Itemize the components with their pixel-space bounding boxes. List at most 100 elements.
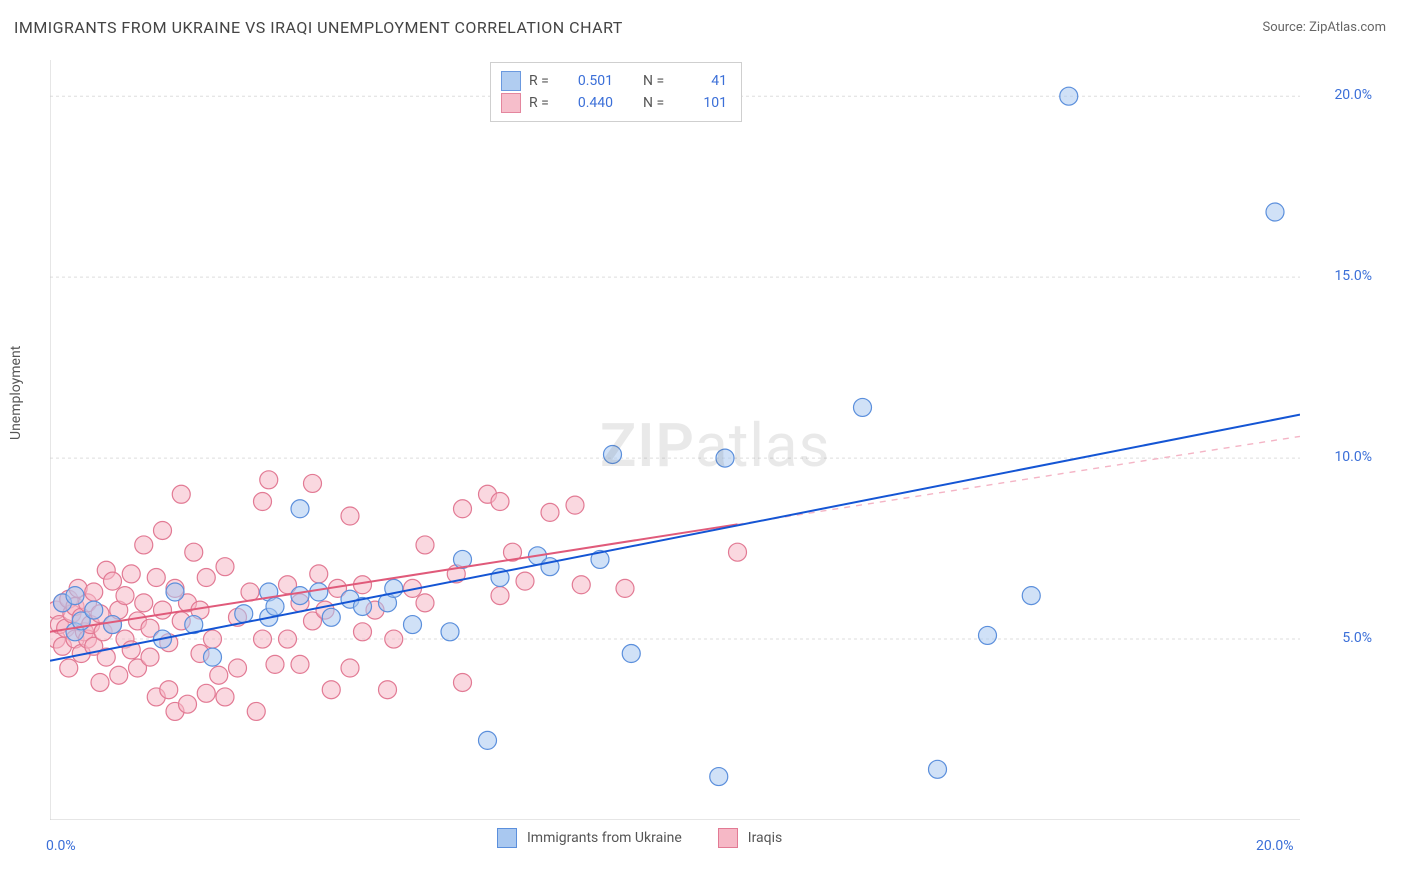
data-point: [379, 681, 397, 699]
chart-svg: [50, 60, 1300, 820]
data-point: [116, 587, 134, 605]
stat-r-label: R =: [529, 73, 557, 89]
data-point: [135, 536, 153, 554]
data-point: [154, 601, 172, 619]
stat-r-value: 0.501: [565, 73, 613, 89]
stat-n-label: N =: [643, 95, 671, 111]
data-point: [310, 583, 328, 601]
data-point: [322, 608, 340, 626]
data-point: [479, 731, 497, 749]
legend-stat-row: R =0.501N =41: [501, 71, 727, 91]
legend-bottom: Immigrants from Ukraine Iraqis: [497, 828, 808, 848]
data-point: [491, 493, 509, 511]
stat-n-value: 101: [679, 95, 727, 111]
source-label: Source: ZipAtlas.com: [1262, 20, 1386, 35]
data-point: [716, 449, 734, 467]
data-point: [91, 673, 109, 691]
data-point: [166, 583, 184, 601]
x-axis-label: 20.0%: [1256, 838, 1294, 854]
legend-stats-box: R =0.501N =41R =0.440N =101: [490, 62, 742, 122]
data-point: [1266, 203, 1284, 221]
legend-series-label: Iraqis: [748, 830, 782, 846]
data-point: [979, 626, 997, 644]
data-point: [197, 684, 215, 702]
data-point: [247, 702, 265, 720]
data-point: [216, 558, 234, 576]
data-point: [135, 594, 153, 612]
data-point: [185, 543, 203, 561]
data-point: [179, 695, 197, 713]
data-point: [204, 648, 222, 666]
data-point: [260, 471, 278, 489]
data-point: [929, 760, 947, 778]
data-point: [197, 569, 215, 587]
data-point: [266, 597, 284, 615]
legend-series-label: Immigrants from Ukraine: [527, 830, 682, 846]
data-point: [85, 601, 103, 619]
y-axis-label: 15.0%: [1312, 268, 1372, 284]
data-point: [254, 493, 272, 511]
data-point: [1060, 87, 1078, 105]
trend-line-iraqis-ext: [738, 436, 1301, 524]
data-point: [491, 587, 509, 605]
data-point: [572, 576, 590, 594]
data-point: [210, 666, 228, 684]
data-point: [110, 666, 128, 684]
data-point: [104, 616, 122, 634]
data-point: [341, 659, 359, 677]
y-axis-label: 10.0%: [1312, 449, 1372, 465]
y-axis-label: 20.0%: [1312, 87, 1372, 103]
data-point: [85, 583, 103, 601]
data-point: [622, 645, 640, 663]
data-point: [310, 565, 328, 583]
legend-swatch: [718, 828, 738, 848]
data-point: [304, 474, 322, 492]
chart-title: IMMIGRANTS FROM UKRAINE VS IRAQI UNEMPLO…: [14, 18, 623, 37]
data-point: [160, 681, 178, 699]
data-point: [1022, 587, 1040, 605]
legend-stat-row: R = 0.440 N = 101: [501, 93, 727, 113]
data-point: [279, 630, 297, 648]
data-point: [204, 630, 222, 648]
data-point: [710, 768, 728, 786]
data-point: [104, 572, 122, 590]
data-point: [154, 521, 172, 539]
legend-swatch: [497, 828, 517, 848]
x-axis-label: 0.0%: [46, 838, 76, 854]
data-point: [416, 536, 434, 554]
data-point: [416, 594, 434, 612]
data-point: [66, 587, 84, 605]
data-point: [541, 503, 559, 521]
data-point: [729, 543, 747, 561]
data-point: [147, 569, 165, 587]
data-point: [241, 583, 259, 601]
data-point: [291, 500, 309, 518]
data-point: [60, 659, 78, 677]
data-point: [322, 681, 340, 699]
data-point: [454, 673, 472, 691]
data-point: [566, 496, 584, 514]
data-point: [235, 605, 253, 623]
data-point: [229, 659, 247, 677]
data-point: [291, 587, 309, 605]
data-point: [254, 630, 272, 648]
legend-swatch: [501, 93, 521, 113]
data-point: [341, 507, 359, 525]
data-point: [354, 623, 372, 641]
legend-swatch: [501, 71, 521, 91]
trend-line-ukraine: [50, 415, 1300, 661]
data-point: [385, 630, 403, 648]
data-point: [604, 445, 622, 463]
stat-r-label: R =: [529, 95, 557, 111]
data-point: [266, 655, 284, 673]
stat-n-label: N =: [643, 73, 671, 89]
scatter-plot: ZIPatlas R =0.501N =41R =0.440N =101: [50, 60, 1300, 820]
data-point: [854, 398, 872, 416]
data-point: [404, 616, 422, 634]
y-axis-label: Unemployment: [8, 346, 24, 440]
data-point: [516, 572, 534, 590]
data-point: [216, 688, 234, 706]
stat-r-value: 0.440: [565, 95, 613, 111]
data-point: [454, 500, 472, 518]
data-point: [141, 648, 159, 666]
